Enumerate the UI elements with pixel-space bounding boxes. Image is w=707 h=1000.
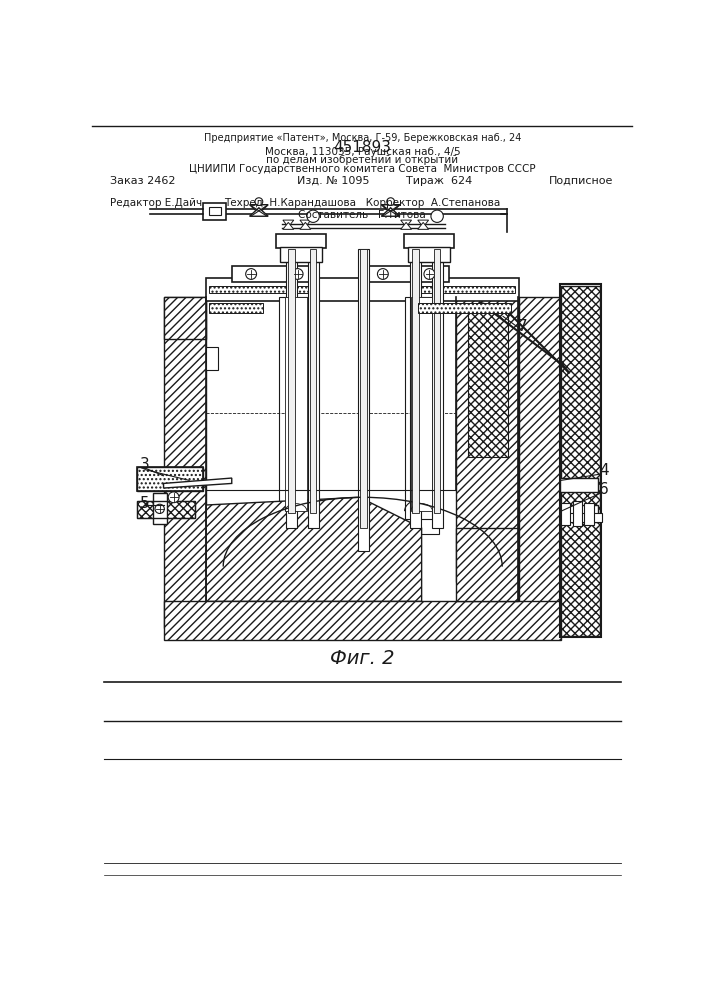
- Bar: [153, 493, 167, 524]
- Bar: [206, 278, 518, 301]
- Polygon shape: [283, 222, 293, 229]
- Bar: [137, 466, 203, 491]
- Bar: [232, 266, 317, 282]
- Polygon shape: [401, 220, 411, 227]
- Text: 5: 5: [140, 496, 150, 511]
- Bar: [573, 501, 582, 526]
- Bar: [279, 297, 313, 528]
- Text: Техред  Н.Карандашова   Корректор  А.Степанова: Техред Н.Карандашова Корректор А.Степано…: [224, 198, 501, 208]
- Text: Изд. № 1095: Изд. № 1095: [297, 176, 369, 186]
- Bar: [559, 505, 598, 522]
- Bar: [559, 513, 602, 522]
- Bar: [585, 503, 594, 525]
- Text: ЦНИИПИ Государственного комитега Совета  Министров СССР: ЦНИИПИ Государственного комитега Совета …: [189, 164, 536, 174]
- Bar: [414, 286, 515, 293]
- Bar: [137, 466, 203, 491]
- Polygon shape: [283, 220, 293, 227]
- Circle shape: [431, 210, 443, 222]
- Circle shape: [424, 269, 435, 279]
- Polygon shape: [381, 205, 400, 213]
- Bar: [408, 247, 450, 262]
- Text: по делам изобретений и открытий: по делам изобретений и открытий: [267, 155, 458, 165]
- Circle shape: [255, 198, 263, 205]
- Bar: [361, 249, 367, 528]
- Circle shape: [292, 269, 303, 279]
- Bar: [280, 247, 322, 262]
- Polygon shape: [163, 478, 232, 488]
- Bar: [432, 249, 443, 528]
- Circle shape: [155, 504, 164, 513]
- Bar: [468, 311, 508, 457]
- Polygon shape: [250, 208, 268, 216]
- Bar: [137, 501, 195, 518]
- Bar: [276, 234, 327, 248]
- Polygon shape: [163, 297, 206, 339]
- Bar: [559, 478, 598, 492]
- Bar: [404, 297, 438, 528]
- Bar: [561, 503, 571, 525]
- Circle shape: [168, 492, 179, 503]
- Bar: [404, 519, 438, 534]
- Text: Предприятие «Патент», Москва, Г-59, Бережковская наб., 24: Предприятие «Патент», Москва, Г-59, Бере…: [204, 133, 521, 143]
- Text: Редактор Е.Дайч: Редактор Е.Дайч: [110, 198, 202, 208]
- Polygon shape: [401, 222, 411, 229]
- Text: 3: 3: [140, 457, 150, 472]
- Bar: [279, 519, 313, 534]
- Bar: [418, 303, 510, 312]
- Bar: [561, 286, 600, 636]
- Bar: [203, 203, 226, 220]
- Polygon shape: [300, 222, 311, 229]
- Polygon shape: [381, 208, 400, 216]
- Text: Фиг. 2: Фиг. 2: [329, 650, 395, 668]
- Circle shape: [387, 198, 395, 205]
- Bar: [434, 249, 440, 513]
- Polygon shape: [456, 528, 518, 601]
- Text: Подписное: Подписное: [549, 176, 613, 186]
- Bar: [412, 249, 419, 513]
- Circle shape: [246, 269, 257, 279]
- Bar: [206, 347, 218, 370]
- Bar: [209, 286, 309, 293]
- Bar: [363, 266, 449, 282]
- Text: 7: 7: [518, 319, 527, 334]
- Bar: [559, 284, 601, 637]
- Text: Тираж  624: Тираж 624: [407, 176, 472, 186]
- Bar: [163, 601, 561, 640]
- Bar: [285, 297, 307, 511]
- Bar: [163, 297, 206, 628]
- Polygon shape: [418, 222, 428, 229]
- Polygon shape: [300, 220, 311, 227]
- Text: Москва, 113035, Раушская наб., 4/5: Москва, 113035, Раушская наб., 4/5: [264, 147, 460, 157]
- Bar: [411, 297, 433, 511]
- Bar: [410, 249, 421, 528]
- Bar: [404, 234, 454, 248]
- Bar: [209, 303, 263, 312]
- Text: Заказ 2462: Заказ 2462: [110, 176, 176, 186]
- Polygon shape: [250, 205, 268, 213]
- Text: 6: 6: [599, 482, 609, 497]
- Bar: [286, 249, 297, 528]
- Bar: [288, 249, 295, 513]
- Circle shape: [378, 269, 388, 279]
- Text: 451893: 451893: [333, 140, 391, 155]
- Bar: [308, 249, 319, 528]
- Polygon shape: [206, 497, 421, 601]
- Bar: [209, 207, 221, 215]
- Text: 4: 4: [599, 463, 609, 478]
- Polygon shape: [456, 297, 518, 582]
- Bar: [358, 249, 369, 551]
- Text: Составитель   Г.Титова: Составитель Г.Титова: [298, 210, 426, 220]
- Bar: [310, 249, 316, 513]
- Bar: [137, 501, 195, 518]
- Bar: [518, 297, 561, 628]
- Circle shape: [307, 210, 320, 222]
- Polygon shape: [418, 220, 428, 227]
